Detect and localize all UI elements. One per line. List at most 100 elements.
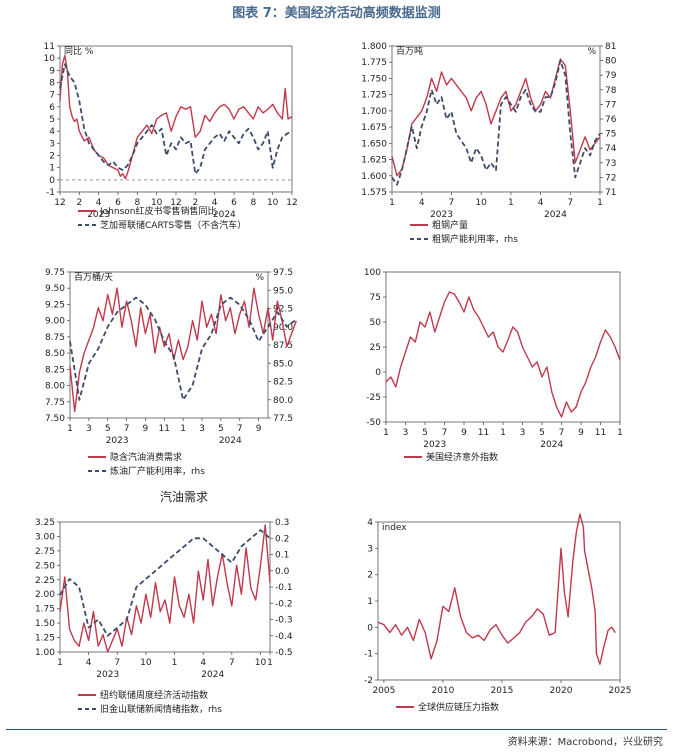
x-tick-label: 7 [237,424,243,434]
y-right-tick-label: 72 [605,173,616,183]
x-tick-label: 2005 [372,686,395,696]
y-right-tick-label: 80 [605,57,617,67]
legend-label: 粗钢产量 [432,219,468,231]
year-label: 2023 [87,210,110,220]
plot-frame [59,521,271,653]
year-label: 2024 [540,440,563,450]
y-tick-label: 1.700 [361,107,387,117]
x-tick-label: 7 [442,428,448,438]
footer-rule [6,729,667,730]
series-line-2 [69,296,297,401]
legend-label: 旧金山联储新闻情绪指数，rhs [100,703,222,715]
y-tick-label: 4 [49,127,55,137]
series-line-2 [59,529,271,637]
y-right-tick-label: 75 [605,130,616,140]
y-tick-label: 2.00 [35,590,55,600]
y-tick-label: 1.775 [361,58,387,68]
figure-title: 图表 7：美国经济活动高频数据监测 [232,6,441,21]
y-tick-label: 25 [370,343,381,353]
series-line-1 [377,513,616,665]
y-tick-label: 1.25 [35,634,55,644]
y-right-tick-label: 80.0 [273,396,293,406]
y-right-tick-label: -0.2 [275,599,293,609]
plot-frame [385,271,621,423]
y-unit-label: index [382,523,407,533]
y-right-tick-label: 77.5 [273,414,293,424]
y-tick-label: 9.25 [45,300,65,310]
chart-panel-gasoline: 7.50 7.75 8.00 8.25 8.50 8.75 9.00 9.25 9.50 9.75… [0,262,335,477]
y-right-tick-label: -0.3 [275,616,293,626]
y-tick-label: 0 [375,368,381,378]
x-tick-label: 11 [595,428,606,438]
x-tick-label: 9 [578,428,584,438]
y-right-tick-label: 87.5 [273,341,293,351]
y-tick-label: -2 [364,676,373,686]
x-tick-label: 3 [403,428,409,438]
y-tick-label: 11 [44,42,55,52]
year-label: 2023 [430,210,453,220]
x-tick-label: 10 [267,198,279,208]
x-tick-label: 1 [500,428,506,438]
source-note: 资料来源：Macrobond，兴业研究 [507,737,663,748]
y-tick-label: -50 [366,418,381,428]
x-tick-label: 2 [76,198,82,208]
legend-label: 粗钢产能利用率，rhs [432,233,518,245]
x-tick-label: 1 [172,658,178,668]
y-right-unit-label: % [587,47,596,57]
y-tick-label: 9.50 [45,284,65,294]
legend-label: 全球供应链压力指数 [418,701,499,713]
legend-label: 芝加哥联储CARTS零售（不含汽车） [100,219,246,231]
x-tick-label: 4 [538,198,544,208]
x-tick-label: 4 [86,658,92,668]
year-label: 2023 [423,440,446,450]
y-right-tick-label: 79 [605,71,617,81]
y-right-tick-label: 77 [605,100,616,110]
x-tick-label: 3 [86,424,92,434]
y-right-tick-label: 0.3 [275,518,289,528]
x-tick-label: 10 [475,198,487,208]
y-tick-label: -1 [364,650,373,660]
y-tick-label: 9.00 [45,317,65,327]
x-tick-label: 2015 [490,686,513,696]
x-tick-label: 5 [539,428,545,438]
chart-panel-gscpi: -2 -1 0 1 2 3 4 index 2005 2010 2015 2020 2025 全球供应链压… [338,508,673,726]
legend-label: 炼油厂产能利用率，rhs [110,465,205,477]
x-tick-label: 9 [256,424,262,434]
y-tick-label: 8.50 [45,349,65,359]
x-tick-label: 11 [159,424,170,434]
x-tick-label: 1 [57,658,63,668]
x-tick-label: 12 [170,198,181,208]
x-tick-label: 5 [422,428,428,438]
x-tick-label: 6 [231,198,237,208]
y-tick-label: 0 [367,623,373,633]
y-right-tick-label: 0.1 [275,551,289,561]
y-right-tick-label: 73 [605,159,616,169]
y-tick-label: 4 [367,518,373,528]
x-tick-label: 1 [180,424,186,434]
year-label: 2023 [106,436,129,446]
y-tick-label: 1 [367,597,373,607]
x-tick-label: 7 [124,424,130,434]
y-tick-label: 3 [367,544,373,554]
y-tick-label: 3 [49,139,55,149]
x-tick-label: 4 [96,198,102,208]
y-tick-label: 1.675 [361,123,387,133]
x-tick-label: 9 [143,424,149,434]
x-tick-label: 7 [229,658,235,668]
y-tick-label: 2.75 [35,547,55,557]
y-tick-label: 8.25 [45,365,65,375]
chart-panel-econ-surprise: -50 -25 0 25 50 75 100 1 3 5 7 9 11 1 3 5 7 9 11 1 2023 2024 美… [338,262,673,476]
chart-steel: 1.575 1.600 1.625 1.650 1.675 1.700 1.725 1.750… [361,42,617,245]
x-tick-label: 8 [250,198,256,208]
x-tick-label: 5 [218,424,224,434]
y-unit-label: 同比 % [64,45,94,57]
year-label: 2024 [213,210,236,220]
y-tick-label: -25 [366,393,381,403]
y-right-tick-label: 82.5 [273,378,293,388]
y-tick-label: 9 [49,66,55,76]
x-tick-label: 1 [389,198,395,208]
series-line-1 [391,58,601,177]
y-right-tick-label: -0.4 [275,632,293,642]
